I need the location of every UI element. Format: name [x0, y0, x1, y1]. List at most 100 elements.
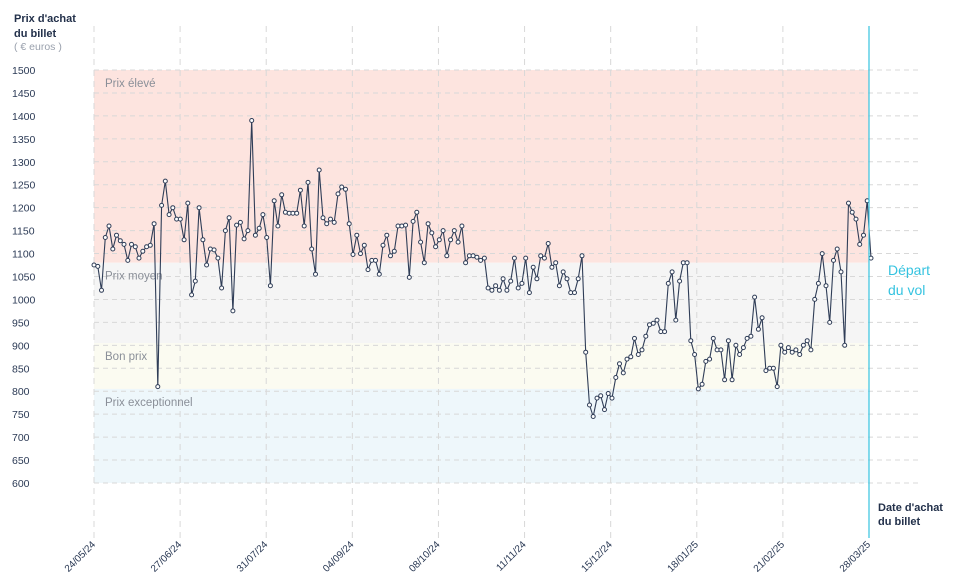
price-point[interactable] [384, 232, 390, 238]
price-point[interactable] [489, 287, 495, 293]
price-point[interactable] [804, 338, 810, 344]
price-point[interactable] [797, 352, 803, 357]
price-point[interactable] [748, 333, 754, 339]
price-point[interactable] [444, 253, 450, 259]
price-point[interactable] [425, 221, 431, 227]
price-point[interactable] [440, 228, 446, 234]
price-point[interactable] [185, 200, 191, 206]
price-point[interactable] [778, 342, 784, 348]
price-point[interactable] [838, 269, 844, 275]
price-point[interactable] [429, 230, 435, 236]
price-point[interactable] [324, 221, 330, 227]
price-point[interactable] [455, 239, 461, 245]
price-point[interactable] [410, 218, 416, 224]
price-point[interactable] [328, 216, 333, 222]
price-point[interactable] [553, 260, 559, 266]
price-point[interactable] [842, 342, 848, 348]
price-point[interactable] [230, 308, 236, 314]
price-point[interactable] [699, 381, 705, 387]
price-point[interactable] [819, 251, 825, 257]
price-point[interactable] [662, 329, 668, 335]
price-point[interactable] [793, 347, 799, 353]
price-point[interactable] [752, 294, 758, 300]
price-point[interactable] [575, 276, 581, 282]
price-point[interactable] [478, 257, 484, 263]
price-point[interactable] [350, 252, 356, 257]
price-point[interactable] [737, 352, 743, 357]
price-point[interactable] [177, 216, 183, 222]
price-point[interactable] [763, 368, 769, 374]
price-point[interactable] [587, 402, 592, 408]
price-point[interactable] [534, 276, 540, 282]
price-point[interactable] [613, 375, 619, 380]
price-point[interactable] [301, 223, 307, 229]
price-point[interactable] [485, 285, 491, 291]
price-point[interactable] [718, 347, 724, 353]
price-point[interactable] [343, 186, 348, 192]
price-point[interactable] [451, 228, 457, 234]
price-point[interactable] [249, 118, 255, 123]
price-point[interactable] [125, 257, 131, 263]
price-point[interactable] [695, 386, 701, 392]
price-point[interactable] [508, 278, 514, 284]
price-point[interactable] [530, 264, 536, 270]
price-point[interactable] [102, 235, 108, 240]
price-point[interactable] [421, 260, 427, 266]
price-point[interactable] [418, 239, 424, 245]
price-point[interactable] [463, 260, 469, 266]
price-point[interactable] [162, 178, 168, 184]
price-point[interactable] [834, 246, 840, 252]
price-point[interactable] [305, 179, 311, 185]
price-point[interactable] [260, 212, 266, 218]
price-point[interactable] [493, 283, 499, 289]
price-point[interactable] [639, 347, 645, 353]
price-point[interactable] [857, 241, 863, 247]
price-point[interactable] [549, 264, 555, 270]
price-point[interactable] [234, 222, 240, 228]
price-point[interactable] [722, 377, 728, 383]
price-point[interactable] [519, 280, 525, 286]
price-point[interactable] [279, 192, 285, 198]
price-point[interactable] [403, 222, 409, 228]
price-point[interactable] [831, 257, 836, 263]
price-point[interactable] [643, 333, 649, 339]
price-point[interactable] [166, 212, 172, 218]
price-point[interactable] [617, 361, 622, 367]
price-point[interactable] [459, 223, 465, 229]
price-point[interactable] [358, 251, 363, 257]
price-point[interactable] [365, 267, 371, 273]
price-point[interactable] [140, 248, 146, 254]
price-point[interactable] [755, 326, 761, 332]
price-point[interactable] [376, 271, 382, 277]
price-point[interactable] [770, 365, 776, 371]
price-point[interactable] [594, 395, 600, 401]
price-point[interactable] [703, 358, 709, 364]
price-point[interactable] [339, 184, 345, 190]
price-point[interactable] [245, 228, 251, 234]
price-point[interactable] [789, 349, 795, 355]
price-point[interactable] [222, 228, 228, 234]
price-point[interactable] [515, 285, 521, 291]
price-point[interactable] [774, 384, 780, 390]
price-point[interactable] [106, 223, 112, 229]
price-point[interactable] [159, 202, 165, 208]
price-point[interactable] [129, 241, 134, 247]
price-point[interactable] [237, 219, 243, 225]
price-point[interactable] [632, 335, 637, 341]
price-point[interactable] [526, 290, 532, 296]
price-point[interactable] [500, 276, 506, 282]
price-point[interactable] [800, 342, 806, 348]
price-point[interactable] [729, 377, 735, 383]
price-point[interactable] [181, 237, 187, 243]
price-point[interactable] [391, 248, 397, 254]
price-point[interactable] [688, 338, 694, 344]
price-point[interactable] [677, 278, 683, 284]
price-point[interactable] [572, 290, 577, 296]
price-point[interactable] [740, 345, 746, 351]
price-point[interactable] [782, 349, 788, 355]
price-point[interactable] [110, 246, 116, 252]
price-point[interactable] [635, 352, 641, 357]
price-point[interactable] [849, 209, 855, 215]
price-point[interactable] [725, 338, 731, 344]
price-point[interactable] [151, 221, 157, 227]
